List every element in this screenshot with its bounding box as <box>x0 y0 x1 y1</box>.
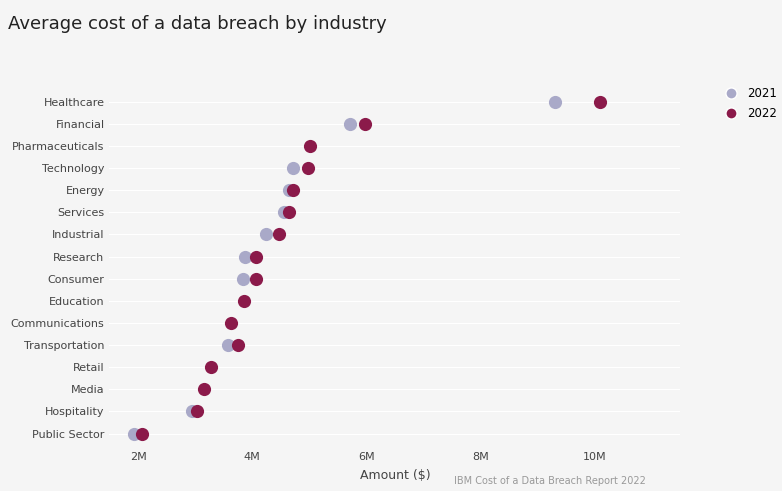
Point <box>191 408 203 415</box>
Point <box>260 230 272 238</box>
Point <box>185 408 198 415</box>
Point <box>344 120 357 128</box>
Point <box>287 164 300 172</box>
Point <box>127 430 140 437</box>
Text: Average cost of a data breach by industry: Average cost of a data breach by industr… <box>8 15 386 33</box>
Point <box>278 208 290 216</box>
Point <box>197 385 210 393</box>
Point <box>222 341 235 349</box>
Point <box>301 164 314 172</box>
Point <box>358 120 371 128</box>
Point <box>136 430 149 437</box>
Point <box>548 98 561 106</box>
X-axis label: Amount ($): Amount ($) <box>360 468 430 482</box>
Point <box>273 230 285 238</box>
Point <box>249 275 262 283</box>
Point <box>239 252 252 260</box>
Point <box>594 98 607 106</box>
Point <box>250 252 263 260</box>
Point <box>283 208 296 216</box>
Point <box>205 363 217 371</box>
Point <box>283 186 296 194</box>
Point <box>303 142 316 150</box>
Text: IBM Cost of a Data Breach Report 2022: IBM Cost of a Data Breach Report 2022 <box>454 476 645 486</box>
Point <box>231 341 244 349</box>
Point <box>287 186 300 194</box>
Legend: 2021, 2022: 2021, 2022 <box>719 87 777 120</box>
Point <box>224 319 237 327</box>
Point <box>237 275 249 283</box>
Point <box>238 297 250 305</box>
